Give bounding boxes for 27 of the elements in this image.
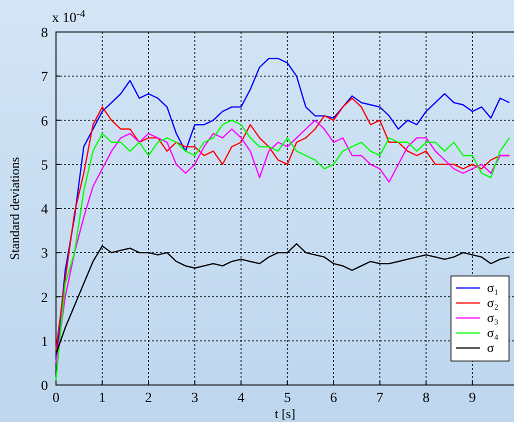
y-tick-label: 5 [41, 158, 48, 174]
x-tick-label: 9 [468, 391, 476, 406]
x-tick-label: 6 [330, 391, 338, 406]
y-tick-label: 4 [41, 202, 48, 218]
y-tick-label: 0 [41, 379, 48, 394]
x-axis-title: t [s] [274, 406, 296, 421]
legend-label: σ₂ [487, 295, 499, 310]
x-tick-label: 0 [52, 391, 60, 406]
x-tick-label: 7 [376, 391, 384, 406]
legend-label: σ [487, 340, 494, 355]
legend-label: σ₃ [487, 310, 499, 325]
y-tick-label: 3 [41, 246, 48, 262]
y-tick-label: 1 [41, 334, 48, 350]
text: x 10$^{-4}$ [52, 8, 86, 26]
legend-label: σ₄ [487, 325, 500, 340]
x-tick-label: 4 [238, 391, 245, 406]
y-tick-label: 6 [41, 114, 48, 130]
y-tick-label: 7 [41, 70, 48, 86]
y-tick-label: 2 [41, 290, 48, 306]
x-tick-label: 1 [98, 391, 106, 406]
legend-label: σ₁ [487, 280, 499, 295]
x-tick-label: 8 [422, 391, 430, 406]
x-tick-label: 2 [145, 391, 152, 406]
y-tick-label: 8 [41, 26, 48, 41]
x-tick-label: 5 [284, 391, 291, 406]
y-axis-title: Standard deviations [7, 157, 22, 260]
x-tick-label: 3 [191, 391, 198, 406]
